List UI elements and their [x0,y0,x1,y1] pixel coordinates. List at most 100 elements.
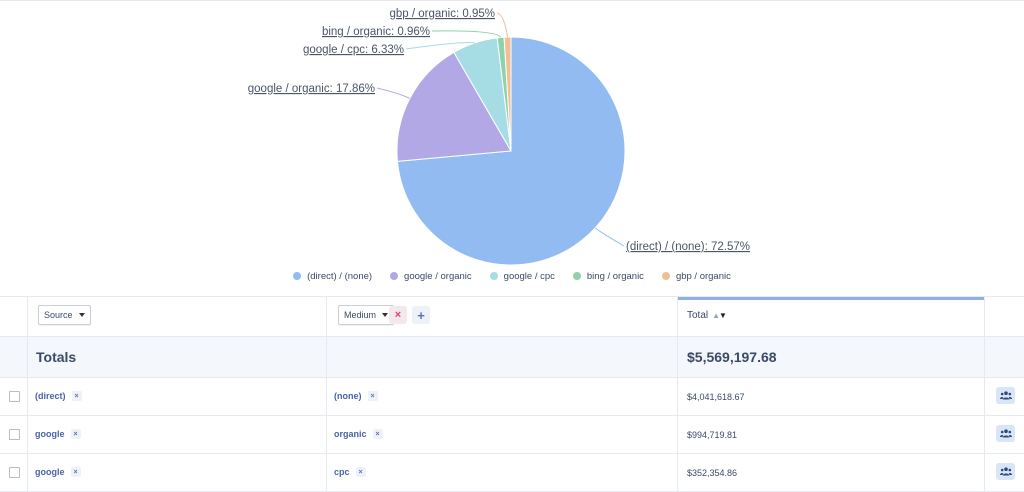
sort-active-bar [678,297,984,300]
slice-google-organic[interactable] [396,51,512,162]
total-value: $994,719.81 [687,430,738,440]
users-icon [999,391,1012,400]
source-tag[interactable]: (direct) × [35,391,82,401]
close-icon[interactable]: × [70,429,81,439]
totals-label-cell: Totals [28,337,327,377]
medium-cell: cpc × [327,454,678,491]
chevron-down-icon [382,313,389,317]
medium-value: (none) [334,391,362,401]
remove-dimension-button[interactable]: × [389,306,407,324]
slice-bing-organic-leader-line [431,30,502,38]
source-cell: google × [28,454,327,491]
legend-label: gbp / organic [675,270,731,282]
legend-dot-icon [661,272,670,280]
legend-item-bing-organic[interactable]: bing / organic [572,269,644,283]
table-row: (direct) × (none) × $4,041,618.67 [0,378,1024,416]
totals-value: $5,569,197.68 [687,349,777,365]
close-icon[interactable]: × [367,391,378,401]
slice-gbp-organic-leader-line [496,12,509,38]
totals-label: Totals [36,349,77,365]
sort-icon[interactable]: ▲▼ [712,311,727,320]
total-cell: $4,041,618.67 [678,378,985,415]
row-checkbox-cell [0,454,28,491]
add-dimension-button[interactable]: + [412,306,430,324]
close-icon: × [394,309,402,321]
medium-value: cpc [334,467,350,477]
header-total-cell[interactable]: Total ▲▼ [678,297,985,336]
header-medium-cell: Medium × + [327,297,678,336]
totals-checkbox-cell [0,337,28,377]
table-row: google × organic × $994,719.81 [0,416,1024,454]
legend-item-google-organic[interactable]: google / organic [390,269,472,283]
medium-tag[interactable]: organic × [334,429,383,439]
slice-google-cpc-leader-line [405,42,475,50]
slice-bing-organic-label: bing / organic: 0.96% [322,26,430,38]
slice-direct-leader-line [594,227,625,247]
source-dropdown-label: Source [44,310,73,320]
source-value: google [35,429,65,439]
legend-dot-icon [390,272,399,280]
close-icon[interactable]: × [372,429,383,439]
close-icon[interactable]: × [70,467,81,477]
total-cell: $352,354.86 [678,454,985,491]
medium-tag[interactable]: cpc × [334,467,366,477]
action-cell [985,416,1024,453]
totals-medium-cell [327,337,678,377]
action-cell [985,454,1024,491]
medium-dropdown[interactable]: Medium [338,305,395,325]
totals-row: Totals $5,569,197.68 [0,337,1024,378]
medium-value: organic [334,429,367,439]
close-icon[interactable]: × [355,467,366,477]
table-row: google × cpc × $352,354.86 [0,454,1024,492]
totals-value-cell: $5,569,197.68 [678,337,985,377]
total-cell: $994,719.81 [678,416,985,453]
legend-label: google / organic [404,270,472,282]
close-icon[interactable]: × [71,391,82,401]
table-header-row: Source Medium × + Total ▲▼ [0,297,1024,337]
slice-gbp-organic[interactable] [503,36,512,152]
source-tag[interactable]: google × [35,429,81,439]
source-value: google [35,467,65,477]
source-cell: google × [28,416,327,453]
total-header-label: Total [687,310,709,321]
slice-google-organic-leader-line [376,87,411,100]
row-checkbox[interactable] [9,429,20,440]
legend-dot-icon [572,272,581,280]
action-cell [985,378,1024,415]
row-checkbox[interactable] [9,391,20,402]
total-value: $4,041,618.67 [687,392,745,402]
chevron-down-icon [78,313,85,317]
legend-label: google / cpc [503,270,555,282]
plus-icon: + [417,307,425,323]
legend-item-direct[interactable]: (direct) / (none) [293,269,372,283]
legend-dot-icon [489,272,498,280]
row-checkbox[interactable] [9,467,20,478]
header-source-cell: Source [28,297,327,336]
users-icon [999,429,1012,438]
medium-dropdown-label: Medium [344,310,377,320]
legend-label: bing / organic [586,270,644,282]
legend-item-google-cpc[interactable]: google / cpc [489,269,555,283]
row-checkbox-cell [0,378,28,415]
medium-tag[interactable]: (none) × [334,391,378,401]
medium-cell: (none) × [327,378,678,415]
source-dropdown[interactable]: Source [38,305,91,325]
legend-item-gbp-organic[interactable]: gbp / organic [661,269,731,283]
legend-dot-icon [293,272,302,280]
audience-button[interactable] [996,387,1015,404]
header-action-cell [985,297,1024,336]
source-tag[interactable]: google × [35,467,81,477]
slice-google-organic-label: google / organic: 17.86% [248,83,375,95]
header-checkbox-cell [0,297,28,336]
row-checkbox-cell [0,416,28,453]
total-column-header[interactable]: Total ▲▼ [687,310,727,321]
slice-direct-label: (direct) / (none): 72.57% [626,241,750,253]
pie-chart: (direct) / (none): 72.57% google / organi… [248,8,750,266]
total-value: $352,354.86 [687,468,738,478]
slice-google-cpc-label: google / cpc: 6.33% [303,44,404,56]
audience-button[interactable] [996,463,1015,480]
report-table: Source Medium × + Total ▲▼ [0,296,1024,492]
audience-button[interactable] [996,425,1015,442]
top-divider [0,0,1024,1]
legend-label: (direct) / (none) [307,270,373,282]
